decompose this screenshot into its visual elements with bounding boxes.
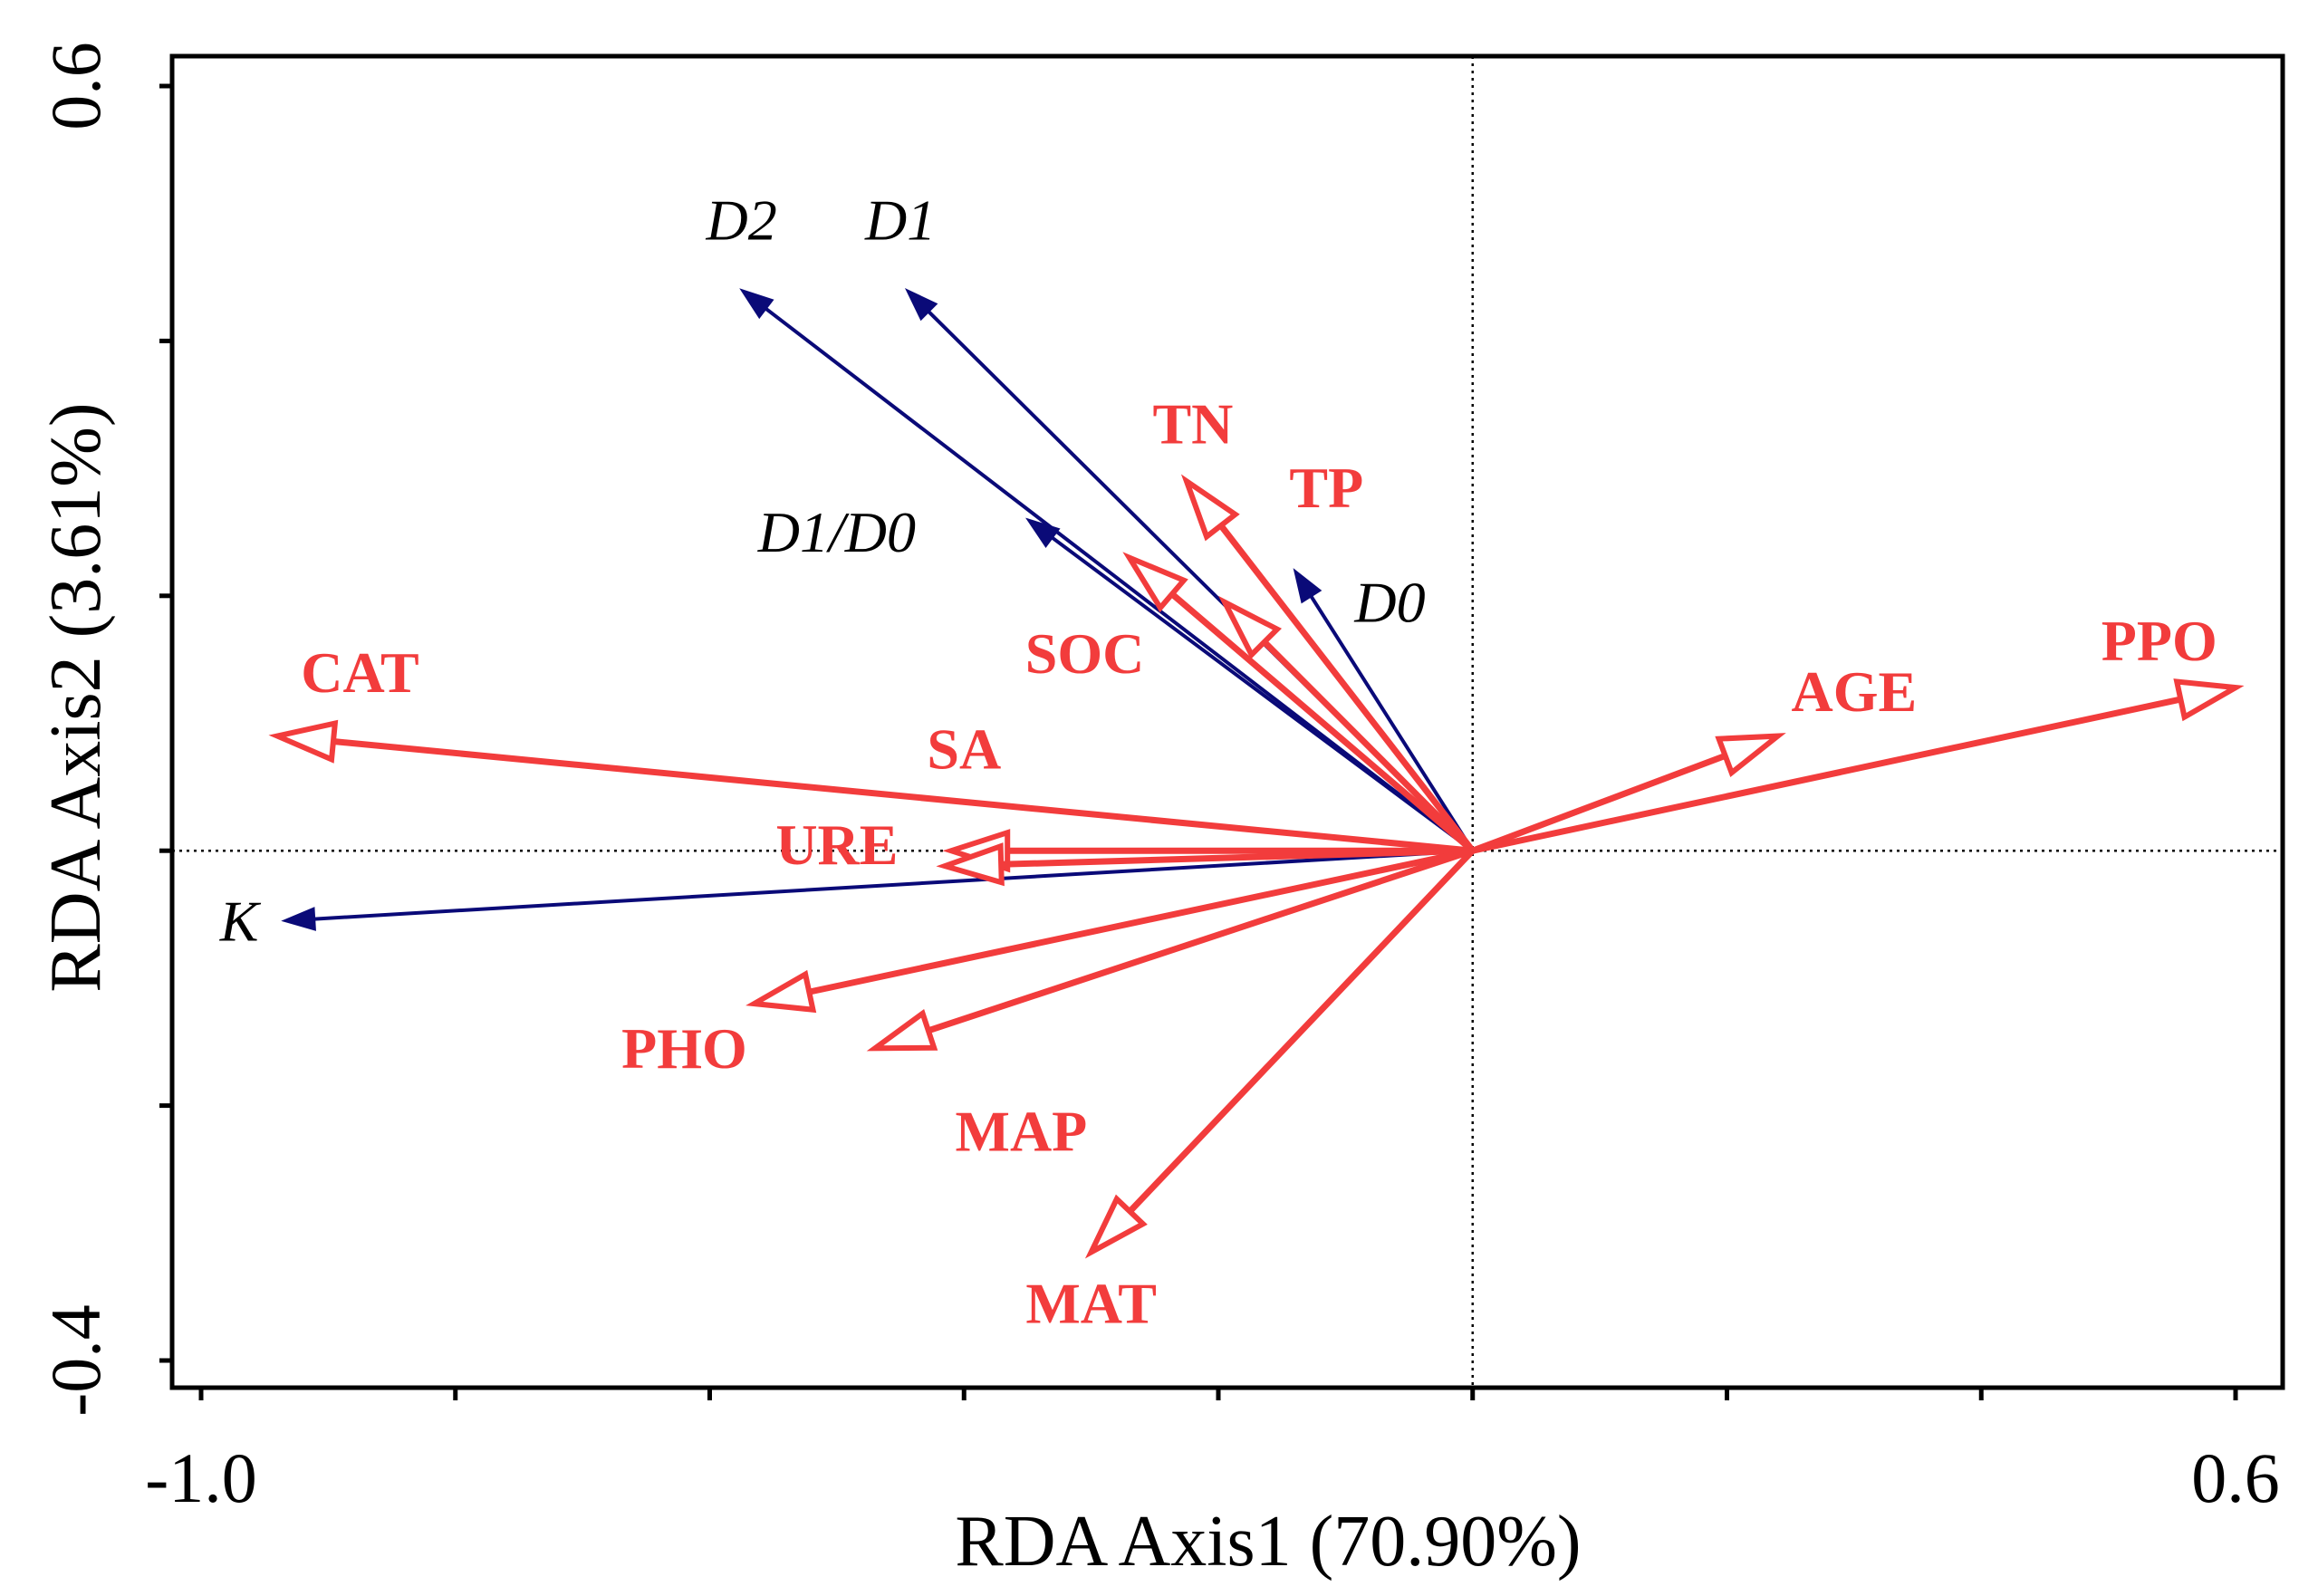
label-tn: TN: [1152, 392, 1233, 457]
vector-d2: [765, 307, 1474, 852]
plot-frame: [169, 53, 2285, 1390]
arrowhead-ppo: [2173, 678, 2245, 722]
label-pho: PHO: [621, 1016, 747, 1081]
arrowhead-soc: [1122, 552, 1188, 613]
arrowhead-mat: [1084, 1194, 1148, 1259]
label-soc: SOC: [1025, 621, 1145, 686]
vector-age: [1471, 753, 1726, 854]
vector-tn: [1218, 524, 1476, 853]
arrowhead-d1-d0: [1025, 517, 1061, 549]
vector-tp: [1262, 639, 1476, 853]
vector-map: [927, 847, 1474, 1034]
axis-ticks: -1.0 0.6 0.6 -0.4: [36, 42, 2280, 1517]
y-tick-label: -0.4: [36, 1304, 115, 1416]
vector-soc: [1169, 591, 1476, 853]
arrowhead-tp: [1218, 595, 1283, 659]
arrowhead-d1: [904, 288, 938, 322]
vector-labels: D2 D1 D1/D0 D0 K TN TP SOC CAT SA URE PHO MAP MAT AGE P…: [219, 187, 2217, 1335]
label-ure: URE: [775, 812, 898, 877]
x-tick-label: 0.6: [2191, 1438, 2280, 1517]
arrowhead-cat: [268, 719, 339, 764]
arrowhead-d0: [1293, 568, 1323, 604]
vectors: [268, 288, 2245, 1259]
label-d1: D1: [864, 187, 936, 252]
arrowhead-d2: [739, 288, 774, 320]
reference-lines: [172, 56, 2283, 1388]
arrowhead-ure: [936, 842, 1005, 887]
vector-cat: [332, 738, 1474, 854]
x-tick-label: -1.0: [145, 1438, 256, 1517]
arrowhead-k: [281, 907, 316, 931]
label-d0: D0: [1353, 571, 1425, 635]
vector-ure: [1001, 847, 1473, 868]
vector-d1-d0: [1051, 536, 1474, 852]
label-d2: D2: [705, 187, 776, 252]
arrowhead-tn: [1180, 474, 1240, 542]
vector-ppo: [1472, 696, 2182, 854]
label-k: K: [219, 889, 262, 953]
y-tick-label: 0.6: [36, 42, 115, 130]
label-mat: MAT: [1025, 1271, 1157, 1335]
y-axis-title: RDA Axis2 (3.61%): [36, 402, 116, 992]
label-map: MAP: [956, 1099, 1088, 1163]
label-tp: TP: [1289, 456, 1363, 520]
label-ppo: PPO: [2102, 609, 2217, 673]
label-cat: CAT: [301, 640, 418, 705]
vector-mat: [1127, 848, 1476, 1214]
label-age: AGE: [1792, 659, 1918, 724]
x-axis-title: RDA Axis1 (70.90%): [955, 1502, 1581, 1582]
arrowhead-age: [1715, 733, 1786, 778]
vector-d0: [1309, 595, 1475, 852]
label-sa: SA: [927, 716, 1001, 781]
vector-pho: [808, 847, 1474, 995]
label-d1-d0: D1/D0: [757, 500, 916, 564]
arrowhead-map: [866, 1008, 938, 1052]
arrowhead-pho: [745, 969, 817, 1014]
vector-k: [314, 849, 1473, 921]
